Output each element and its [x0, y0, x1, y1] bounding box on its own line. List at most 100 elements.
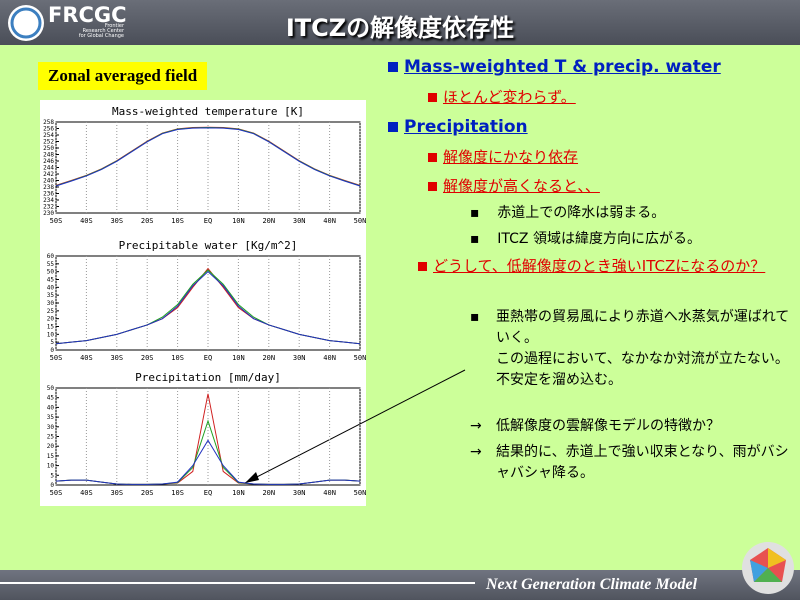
y-tick-label: 40 — [47, 284, 55, 291]
org-line: Research Center — [82, 28, 124, 34]
x-tick-label: 50N — [354, 217, 367, 225]
bullet: → 結果的に、赤道上で強い収束となり、雨がバシャバシャ降る。 — [470, 442, 790, 484]
x-tick-label: 30N — [293, 354, 306, 362]
bullet-text: 結果的に、赤道上で強い収束となり、雨がバシャバシャ降る。 — [496, 444, 789, 481]
series-line — [55, 270, 361, 345]
x-tick-label: 50N — [354, 489, 367, 497]
y-tick-label: 30 — [47, 300, 55, 307]
bullet: ▪ ITCZ 領域は緯度方向に広がる。 — [470, 231, 701, 247]
bullet: ▪ 赤道上での降水は弱まる。 — [470, 205, 666, 221]
y-tick-label: 25 — [47, 434, 55, 441]
x-tick-label: 50S — [50, 354, 63, 362]
y-tick-label: 236 — [43, 191, 54, 198]
bullet-text: どうして、低解像度のとき強いITCZになるのか？ — [433, 257, 766, 275]
x-tick-label: 40S — [80, 217, 93, 225]
bullet-text: 解像度にかなり依存 — [443, 148, 579, 166]
y-tick-label: 248 — [43, 152, 54, 159]
logo: FRCGC — [48, 3, 127, 27]
chart-title: Precipitable water [Kg/m^2] — [119, 239, 298, 252]
y-tick-label: 45 — [47, 395, 55, 402]
footer-text: Next Generation Climate Model — [486, 576, 698, 593]
bullet-text: 不安定を溜め込む。 — [496, 372, 622, 388]
footer-line — [0, 582, 475, 584]
series-line — [55, 127, 361, 187]
y-tick-label: 5 — [50, 472, 54, 479]
y-tick-label: 252 — [43, 139, 54, 146]
x-tick-label: EQ — [204, 217, 212, 225]
y-tick-label: 246 — [43, 158, 54, 165]
org-line: for Global Change — [78, 33, 124, 39]
x-tick-label: 30S — [110, 217, 123, 225]
bullet: Precipitation — [388, 116, 528, 138]
y-tick-label: 238 — [43, 184, 54, 191]
x-tick-label: 20S — [141, 354, 154, 362]
y-tick-label: 250 — [43, 145, 54, 152]
bullet: → 低解像度の雲解像モデルの特徴か？ — [470, 416, 790, 437]
x-tick-label: EQ — [204, 489, 212, 497]
x-tick-label: 30S — [110, 354, 123, 362]
y-tick-label: 5 — [50, 339, 54, 346]
y-tick-label: 234 — [43, 197, 54, 204]
arrow — [244, 369, 466, 484]
bullet-text: 解像度が高くなると、、 — [443, 177, 600, 195]
y-tick-label: 256 — [43, 126, 54, 133]
x-tick-label: 30S — [110, 489, 123, 497]
panel-label: Zonal averaged field — [38, 62, 208, 90]
x-tick-label: 10S — [171, 489, 184, 497]
slide-title: ITCZの解像度依存性 — [285, 14, 515, 42]
bullet-text: Mass-weighted T & precip. water — [404, 57, 721, 77]
x-tick-label: 40N — [323, 354, 336, 362]
y-tick-label: 254 — [43, 132, 54, 139]
y-tick-label: 25 — [47, 308, 55, 315]
y-tick-label: 258 — [43, 119, 54, 126]
footer-bar — [0, 570, 800, 600]
bullet: 解像度が高くなると、、 — [428, 175, 600, 197]
bullet-text: 赤道上での降水は弱まる。 — [497, 205, 666, 221]
y-tick-label: 45 — [47, 277, 55, 284]
bullet-text: 亜熱帯の貿易風により赤道へ水蒸気が運ばれていく。 — [496, 309, 790, 346]
y-tick-label: 55 — [47, 261, 55, 268]
y-tick-label: 35 — [47, 292, 55, 299]
y-tick-label: 230 — [43, 210, 54, 217]
y-tick-label: 60 — [47, 253, 55, 260]
org-line: Frontier — [104, 23, 124, 29]
y-tick-label: 15 — [47, 453, 55, 460]
x-tick-label: 50S — [50, 217, 63, 225]
y-tick-label: 10 — [47, 331, 55, 338]
bullet: ▪ 亜熱帯の貿易風により赤道へ水蒸気が運ばれていく。 この過程において、なかなか対流… — [470, 307, 790, 391]
x-tick-label: 10N — [232, 354, 245, 362]
y-tick-label: 244 — [43, 165, 54, 172]
bullet: Mass-weighted T & precip. water — [388, 56, 721, 78]
y-tick-label: 232 — [43, 204, 54, 211]
bullet-text: Precipitation — [404, 117, 528, 137]
y-tick-label: 240 — [43, 178, 54, 185]
x-tick-label: 20S — [141, 217, 154, 225]
x-tick-label: 20S — [141, 489, 154, 497]
bullet-text: ほとんど変わらず。 — [443, 88, 576, 106]
x-tick-label: 20N — [262, 489, 275, 497]
chart-title: Mass-weighted temperature [K] — [112, 105, 304, 118]
y-tick-label: 10 — [47, 463, 55, 470]
y-tick-label: 15 — [47, 324, 55, 331]
bullet-text: 低解像度の雲解像モデルの特徴か？ — [496, 418, 720, 434]
x-tick-label: 50S — [50, 489, 63, 497]
x-tick-label: 10S — [171, 217, 184, 225]
x-tick-label: 20N — [262, 354, 275, 362]
chart-title: Precipitation [mm/day] — [135, 371, 281, 384]
y-tick-label: 242 — [43, 171, 54, 178]
y-tick-label: 20 — [47, 443, 55, 450]
x-tick-label: 50N — [354, 354, 367, 362]
x-tick-label: 40N — [323, 217, 336, 225]
y-tick-label: 40 — [47, 404, 55, 411]
footer-icon — [742, 542, 794, 594]
y-tick-label: 35 — [47, 414, 55, 421]
y-tick-label: 50 — [47, 269, 55, 276]
x-tick-label: 20N — [262, 217, 275, 225]
bullet: ほとんど変わらず。 — [428, 86, 576, 108]
bullet: どうして、低解像度のとき強いITCZになるのか？ — [418, 255, 778, 277]
y-tick-label: 50 — [47, 385, 55, 392]
x-tick-label: 10S — [171, 354, 184, 362]
bullet-text: この過程において、なかなか対流が立たない。 — [496, 351, 789, 367]
